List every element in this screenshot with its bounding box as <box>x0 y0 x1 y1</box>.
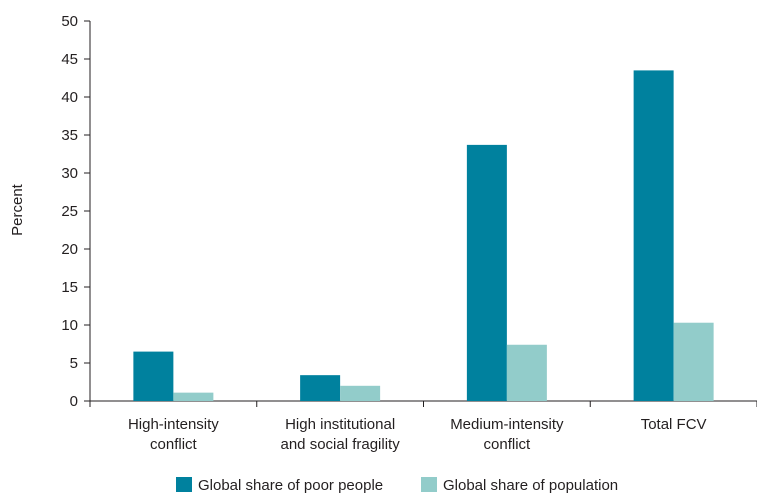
legend: Global share of poor people Global share … <box>176 477 618 494</box>
y-tick-label: 0 <box>70 393 78 410</box>
y-tick-label: 35 <box>61 127 78 144</box>
y-tick-label: 10 <box>61 317 78 334</box>
y-tick-label: 45 <box>61 51 78 68</box>
y-tick-label: 40 <box>61 89 78 106</box>
x-axis: High-intensity conflict High institutional… <box>89 400 757 453</box>
bar-series-2 <box>173 392 214 401</box>
bar-series-1 <box>633 70 674 402</box>
bar-series-2 <box>673 322 714 401</box>
bars <box>133 70 714 402</box>
bar-series-1 <box>133 351 174 401</box>
y-tick-label: 20 <box>61 241 78 258</box>
bar-series-1 <box>300 375 341 401</box>
y-tick-label: 25 <box>61 203 78 220</box>
y-tick-label: 15 <box>61 279 78 296</box>
x-tick-label: and social fragility <box>281 436 401 453</box>
x-tick-label: conflict <box>484 436 532 453</box>
x-tick-label: High institutional <box>285 416 395 433</box>
legend-swatch-1 <box>176 477 192 492</box>
bar-series-2 <box>506 344 547 401</box>
y-tick-label: 50 <box>61 13 78 30</box>
y-tick-label: 5 <box>70 355 78 372</box>
legend-swatch-2 <box>421 477 437 492</box>
legend-label-2: Global share of population <box>443 477 618 494</box>
x-tick-label: Total FCV <box>641 416 707 433</box>
x-tick-label: Medium-intensity <box>450 416 564 433</box>
bar-series-2 <box>340 385 381 401</box>
legend-label-1: Global share of poor people <box>198 477 383 494</box>
x-tick-label: conflict <box>150 436 198 453</box>
x-tick-label: High-intensity <box>128 416 219 433</box>
bar-series-1 <box>466 144 507 401</box>
y-tick-label: 30 <box>61 165 78 182</box>
y-axis: 0 5 10 15 20 25 30 35 40 45 50 <box>61 13 91 410</box>
y-axis-label: Percent <box>9 183 26 236</box>
